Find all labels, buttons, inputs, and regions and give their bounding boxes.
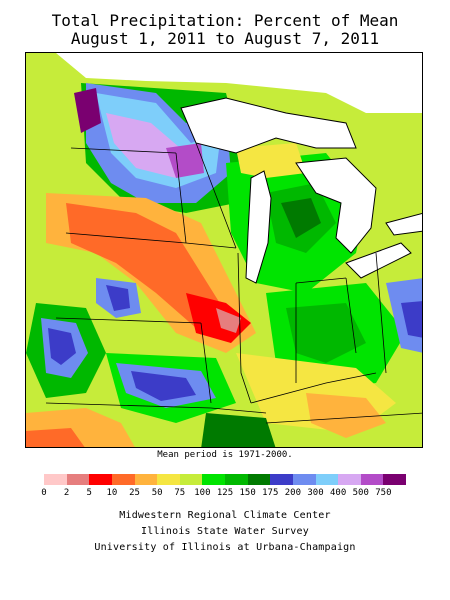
- legend-swatch-8: [225, 474, 248, 485]
- legend-label-2: 5: [86, 488, 92, 498]
- precip-region-ky-orange: [306, 393, 386, 438]
- lake-erie: [345, 242, 412, 279]
- lake-ontario: [385, 213, 422, 236]
- legend-label-15: 750: [375, 488, 392, 498]
- legend-label-7: 100: [194, 488, 211, 498]
- legend-label-0: 0: [41, 488, 47, 498]
- precip-region-up-yellow: [236, 143, 306, 178]
- legend-labels: 0 2 5 10 25 50 75 100 125 150 175 200 300 400 500 750: [41, 488, 406, 500]
- legend-swatch-10: [270, 474, 293, 485]
- legend-swatch-2: [89, 474, 112, 485]
- legend-swatch-1: [66, 474, 90, 485]
- credit-line3: University of Illinois at Urbana-Champai…: [94, 542, 356, 553]
- precip-region-ia-drier: [66, 203, 226, 328]
- mean-period-note: Mean period is 1971-2000.: [157, 450, 293, 460]
- map-title-line1: Total Precipitation: Percent of Mean: [51, 11, 399, 30]
- legend-swatch-7: [202, 474, 225, 485]
- precip-region-wi-purple: [166, 143, 204, 178]
- legend-swatch-0: [44, 474, 67, 485]
- legend-label-4: 25: [129, 488, 140, 498]
- precip-region-east-core: [401, 301, 422, 338]
- credit-line1: Midwestern Regional Climate Center: [119, 510, 331, 521]
- precip-region-tn-green: [201, 413, 276, 447]
- legend-label-13: 400: [329, 488, 347, 498]
- legend-swatch-11: [292, 474, 316, 485]
- precipitation-map-canvas: [26, 53, 422, 447]
- map-title-line2: August 1, 2011 to August 7, 2011: [70, 29, 380, 48]
- precip-region-ks-core: [48, 328, 76, 365]
- precipitation-map: [25, 52, 423, 448]
- legend-label-10: 175: [262, 488, 279, 498]
- legend-label-11: 200: [284, 488, 302, 498]
- precip-region-mn-purple: [106, 113, 186, 178]
- precip-region-sw-red: [26, 428, 85, 447]
- precip-region-il-pink: [216, 308, 241, 333]
- precip-region-mo-core: [131, 371, 196, 401]
- legend-swatch-6: [179, 474, 203, 485]
- legend-swatch-4: [134, 474, 158, 485]
- legend-label-6: 75: [174, 488, 186, 498]
- legend-label-1: 2: [63, 488, 70, 498]
- northern-canada-white: [56, 53, 422, 113]
- legend-label-9: 150: [239, 488, 256, 498]
- state-boundaries: [45, 142, 422, 424]
- lake-huron: [295, 157, 377, 254]
- lake-michigan: [245, 170, 272, 284]
- legend-swatch-13: [338, 474, 361, 485]
- legend-swatch-15: [383, 474, 406, 485]
- color-legend: [44, 474, 406, 485]
- legend-swatch-5: [157, 474, 180, 485]
- precip-region-mi-darkest: [281, 198, 321, 238]
- precip-region-ne-core: [106, 285, 130, 311]
- legend-label-14: 500: [352, 488, 369, 498]
- lake-superior: [180, 97, 357, 154]
- legend-label-3: 10: [106, 488, 118, 498]
- precip-region-nw-dark: [74, 88, 101, 133]
- legend-swatch-12: [315, 474, 339, 485]
- legend-swatch-9: [247, 474, 271, 485]
- legend-swatch-14: [360, 474, 384, 485]
- legend-label-8: 125: [216, 488, 234, 498]
- precip-region-in-oh-dark: [286, 303, 366, 363]
- legend-label-5: 50: [151, 488, 163, 498]
- legend-swatch-3: [111, 474, 135, 485]
- credit-line2: Illinois State Water Survey: [141, 526, 309, 537]
- legend-label-12: 300: [307, 488, 324, 498]
